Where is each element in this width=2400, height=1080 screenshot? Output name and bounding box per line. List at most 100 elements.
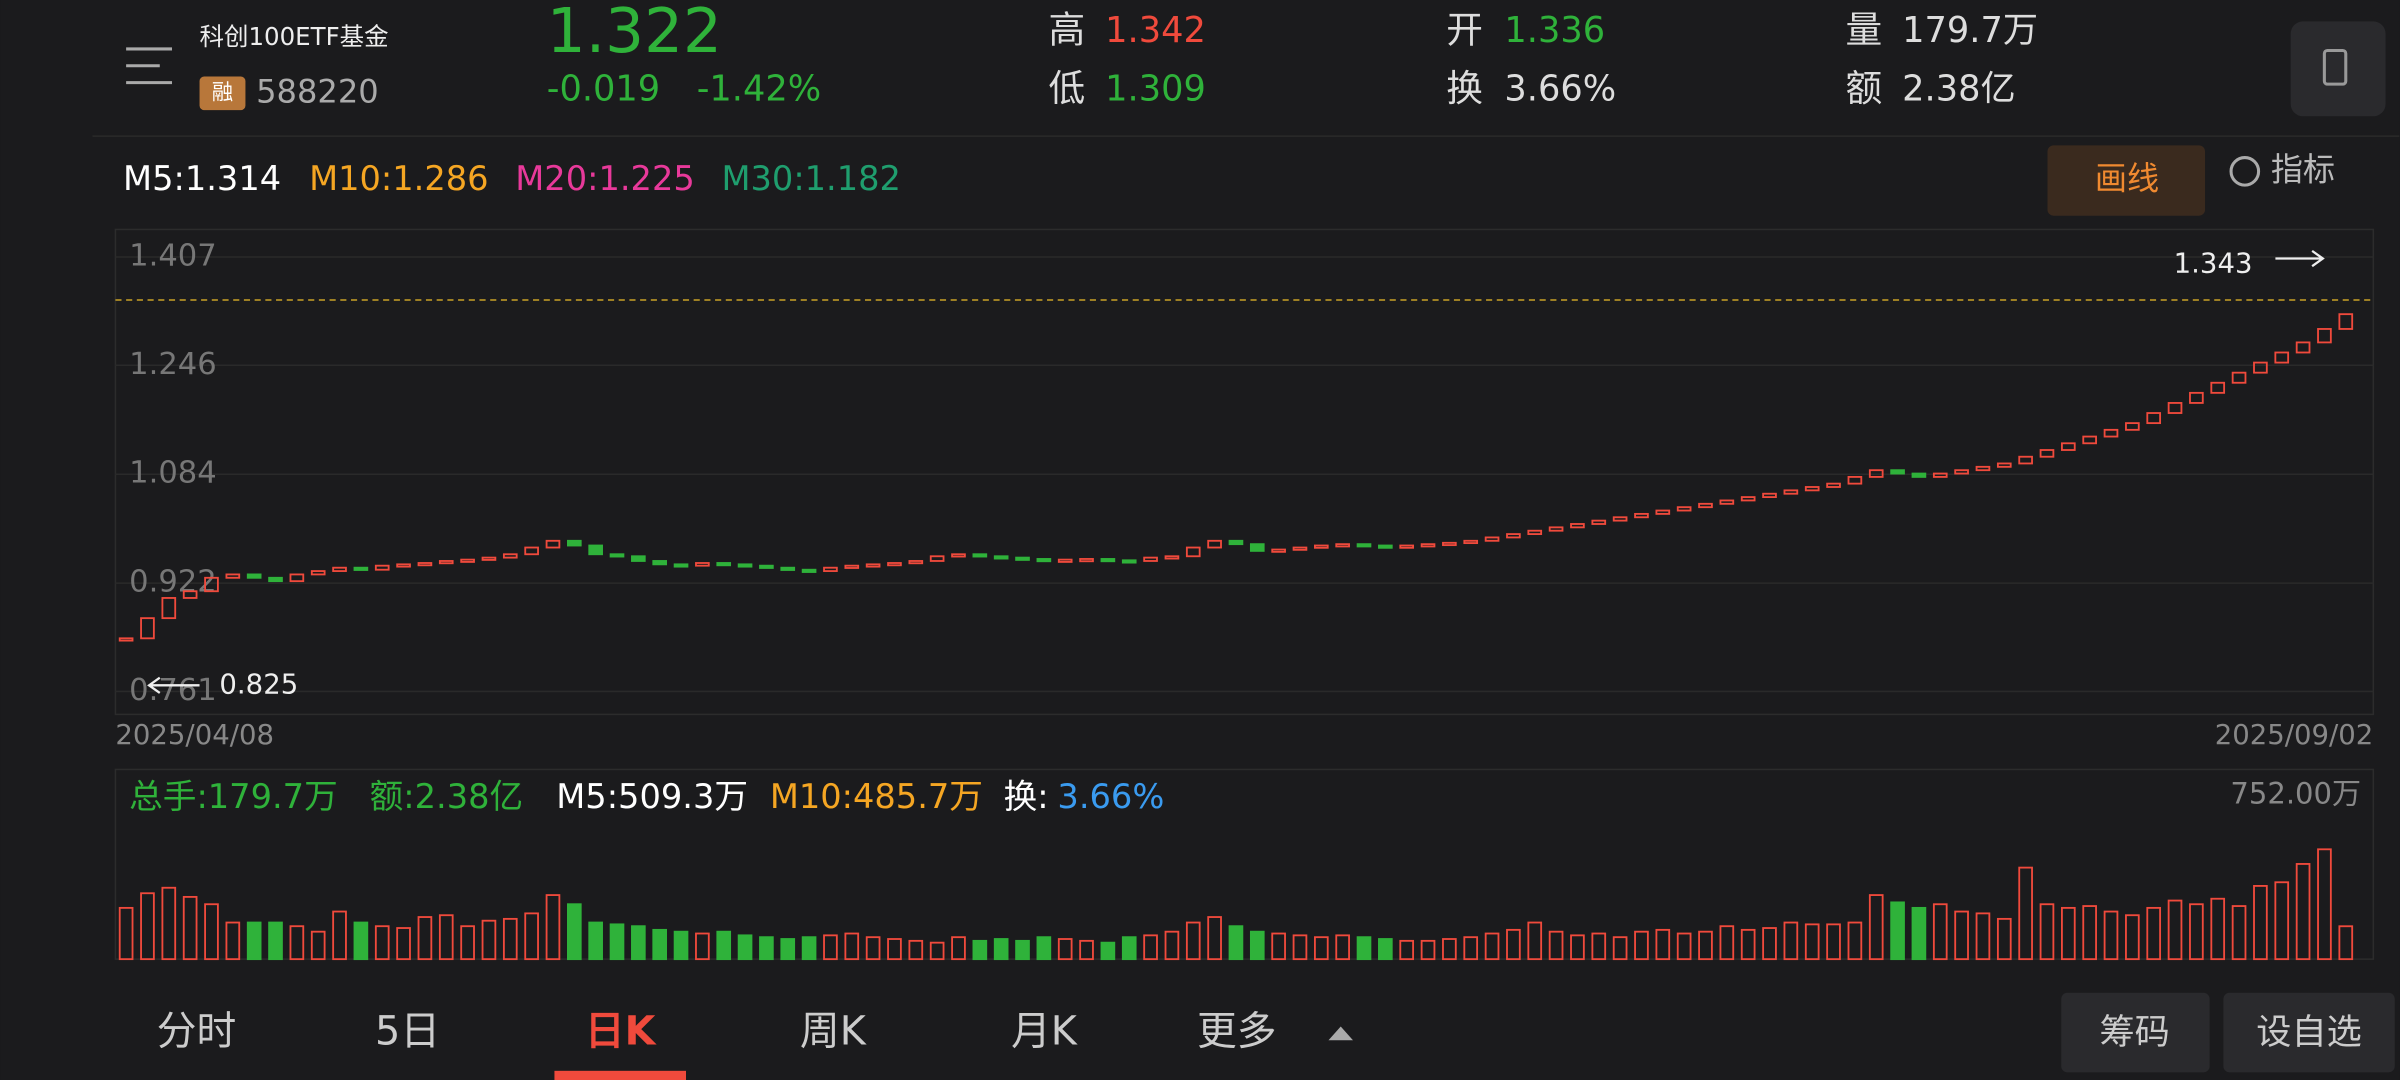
candle [1996, 462, 2012, 468]
volume-frame [114, 768, 2375, 960]
candle [652, 560, 668, 566]
volume-bar [844, 932, 860, 961]
candle [1570, 523, 1585, 529]
volume-bar [1698, 930, 1713, 961]
candle [1527, 529, 1543, 535]
candle [545, 539, 561, 549]
tag: 融 [212, 80, 233, 105]
device-icon [2322, 48, 2348, 86]
volume-bar [1932, 903, 1948, 961]
volume-bar [2039, 903, 2055, 961]
candle [182, 590, 198, 599]
volume-bar [1484, 932, 1500, 961]
volume-bar [780, 938, 796, 961]
candle [161, 597, 177, 620]
volume-bar [2082, 905, 2097, 961]
volume-summary: M5:509.3万 [556, 777, 748, 816]
y-tick-label: 1.084 [129, 456, 217, 491]
volume-bar [524, 912, 539, 961]
volume-bar [1996, 917, 2012, 961]
candle [1612, 516, 1628, 522]
candle [1655, 509, 1671, 515]
candle [2317, 328, 2332, 344]
volume-bar [2189, 903, 2204, 961]
candle [1762, 492, 1777, 499]
volume-bar [140, 892, 155, 961]
volume-bar [1378, 938, 1393, 961]
amount-label: 额 [1846, 67, 1883, 110]
candle [887, 562, 902, 567]
ma-label: M20:1.225 [515, 159, 694, 198]
tab[interactable]: 周K [800, 1009, 867, 1055]
tab[interactable]: 分时 [157, 1009, 237, 1055]
volume-bar [2125, 914, 2140, 961]
volume-bar [801, 936, 817, 961]
volume-bar [2103, 910, 2119, 961]
candle [865, 563, 881, 568]
volume-bar [2295, 863, 2311, 961]
candle [310, 570, 326, 576]
volume-bar [545, 894, 561, 961]
volume-bar [1292, 934, 1308, 961]
candle [2338, 313, 2354, 330]
watch-button[interactable] [2223, 992, 2395, 1073]
candle [1698, 502, 1713, 509]
volume-bar [1121, 936, 1137, 961]
max-arrow [2275, 249, 2325, 268]
volume-bar [1143, 934, 1158, 961]
volume-bar [823, 934, 838, 961]
volume-bar [929, 941, 945, 961]
volume-bar [1868, 894, 1884, 961]
candle [695, 562, 710, 567]
x-end: 2025/09/02 [2215, 719, 2374, 751]
candle [1121, 559, 1137, 564]
open: 1.336 [1504, 10, 1605, 51]
tab[interactable]: 5日 [375, 1009, 440, 1055]
open-label: 开 [1446, 9, 1483, 52]
volume-bar [1249, 930, 1265, 961]
volume-bar [1207, 916, 1222, 961]
volume-bar [1570, 934, 1585, 961]
candle [1442, 541, 1457, 547]
device-button[interactable] [2290, 21, 2386, 117]
candle [1954, 469, 1969, 475]
volume-bar [737, 934, 753, 961]
indicator-icon [2229, 156, 2261, 187]
volume-bar [1079, 939, 1094, 961]
candle [1783, 489, 1799, 495]
change: -0.019 [547, 68, 660, 109]
candle [951, 553, 966, 558]
draw-button[interactable] [2047, 145, 2206, 216]
volume-bar [268, 921, 283, 961]
chips-button[interactable] [2061, 992, 2210, 1073]
candle [118, 637, 134, 642]
indicator-label[interactable]: 指标 [2271, 150, 2335, 188]
volume-bar [1185, 921, 1201, 961]
volume-bar [182, 895, 198, 961]
volume-bar [759, 936, 774, 961]
tab[interactable]: 日K [585, 1009, 658, 1055]
volume-bar [1335, 934, 1350, 961]
candle [1911, 472, 1927, 478]
volume-bar [481, 919, 497, 961]
menu-icon[interactable] [126, 47, 173, 85]
volume-bar [2253, 884, 2268, 961]
candle [1847, 475, 1863, 485]
more-arrow [1328, 1026, 1353, 1041]
volume-bar [1057, 938, 1073, 961]
ma-label: M30:1.182 [721, 159, 900, 198]
price: 1.322 [547, 0, 722, 67]
volume-bar [1911, 906, 1927, 961]
candle [481, 556, 497, 561]
volume-bar [353, 921, 369, 961]
candle [1249, 543, 1265, 552]
volume-bar [161, 886, 177, 961]
candle [1079, 558, 1094, 563]
x-start: 2025/04/08 [115, 719, 274, 751]
volume-summary: 总手:179.7万 [129, 777, 338, 816]
volume-bar [1271, 932, 1286, 961]
volume-bar [2167, 899, 2183, 961]
tab[interactable]: 更多 [1197, 1009, 1277, 1055]
tab[interactable]: 月K [1011, 1009, 1078, 1055]
